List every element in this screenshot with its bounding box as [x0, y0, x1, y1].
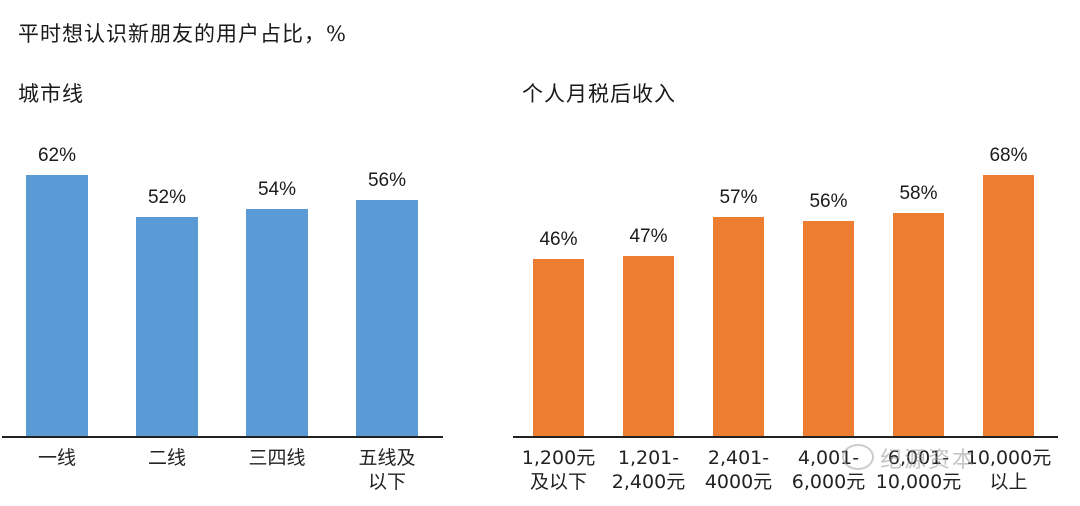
income-chart-title: 个人月税后收入	[522, 82, 676, 106]
category-label: 1,201- 2,400元	[611, 447, 686, 493]
category-label: 五线及 以下	[358, 447, 416, 493]
data-label: 52%	[147, 187, 187, 208]
data-label: 56%	[367, 170, 407, 191]
data-label: 54%	[257, 179, 297, 200]
category-label: 二线	[147, 447, 186, 469]
category-label: 2,401- 4000元	[704, 447, 773, 493]
x-axis-line	[513, 436, 1058, 438]
data-label: 62%	[37, 145, 77, 166]
data-label: 46%	[539, 229, 578, 250]
bar	[983, 175, 1034, 436]
data-label: 47%	[629, 226, 668, 247]
watermark: 纪源资本	[880, 448, 977, 473]
category-label: 一线	[37, 447, 76, 469]
city-tier-chart: 城市线 62% 一线 52% 二线 54% 三四线 56% 五线及 以下	[0, 0, 450, 506]
category-label: 1,200元 及以下	[521, 447, 596, 493]
bar	[713, 217, 764, 436]
x-axis-line	[2, 436, 443, 438]
data-label: 58%	[899, 183, 938, 204]
data-label: 56%	[809, 191, 848, 212]
bar	[893, 213, 944, 436]
bar	[803, 221, 854, 436]
bar	[26, 175, 88, 436]
bar	[533, 259, 584, 436]
bar	[623, 256, 674, 436]
category-label: 6,001- 10,000元	[875, 447, 962, 493]
wechat-watermark-icon	[842, 444, 874, 470]
category-label: 10,000元 以上	[965, 447, 1052, 493]
bar	[246, 209, 308, 436]
data-label: 57%	[719, 187, 758, 208]
category-label: 三四线	[248, 447, 306, 469]
bar	[356, 200, 418, 436]
chart-title: 平时想认识新朋友的用户占比，%	[18, 22, 347, 46]
bar	[136, 217, 198, 436]
city-tier-chart-title: 城市线	[18, 82, 84, 106]
data-label: 68%	[989, 145, 1028, 166]
